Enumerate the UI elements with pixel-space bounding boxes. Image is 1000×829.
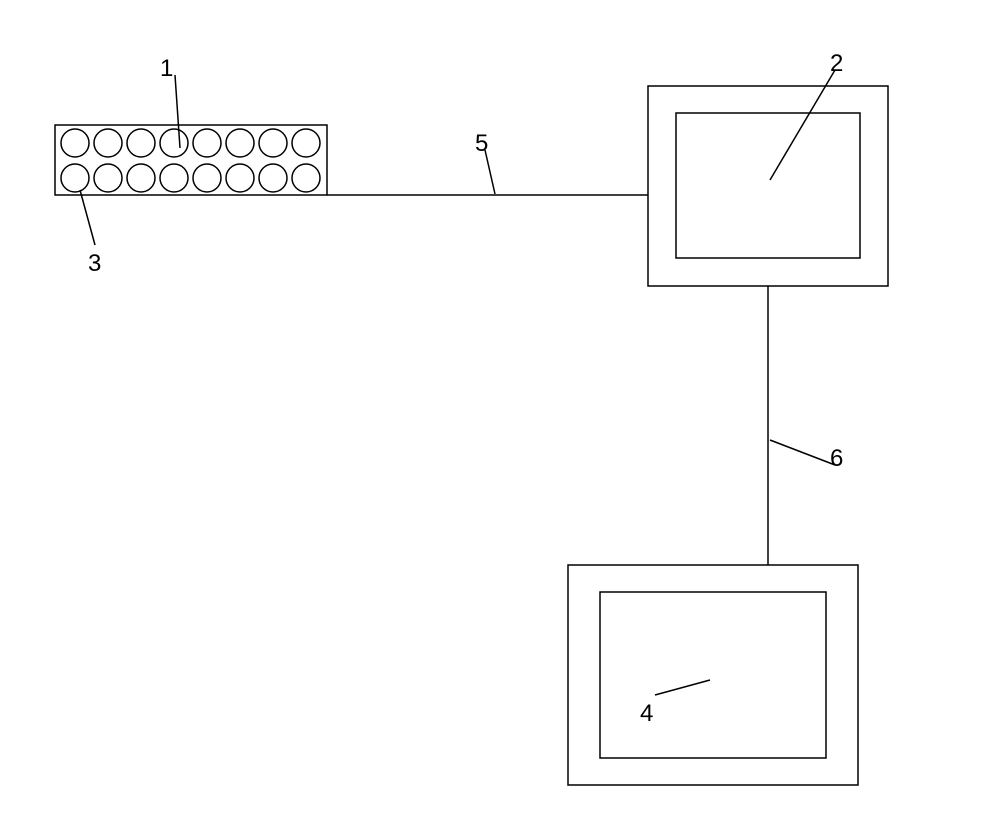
diagram-container [0, 0, 1000, 824]
diagram-svg [0, 0, 1000, 824]
label-2: 2 [830, 50, 843, 78]
label-5: 5 [475, 130, 488, 158]
label-6: 6 [830, 445, 843, 473]
label-3: 3 [88, 250, 101, 278]
label-1: 1 [160, 55, 173, 83]
label-4: 4 [640, 700, 653, 728]
